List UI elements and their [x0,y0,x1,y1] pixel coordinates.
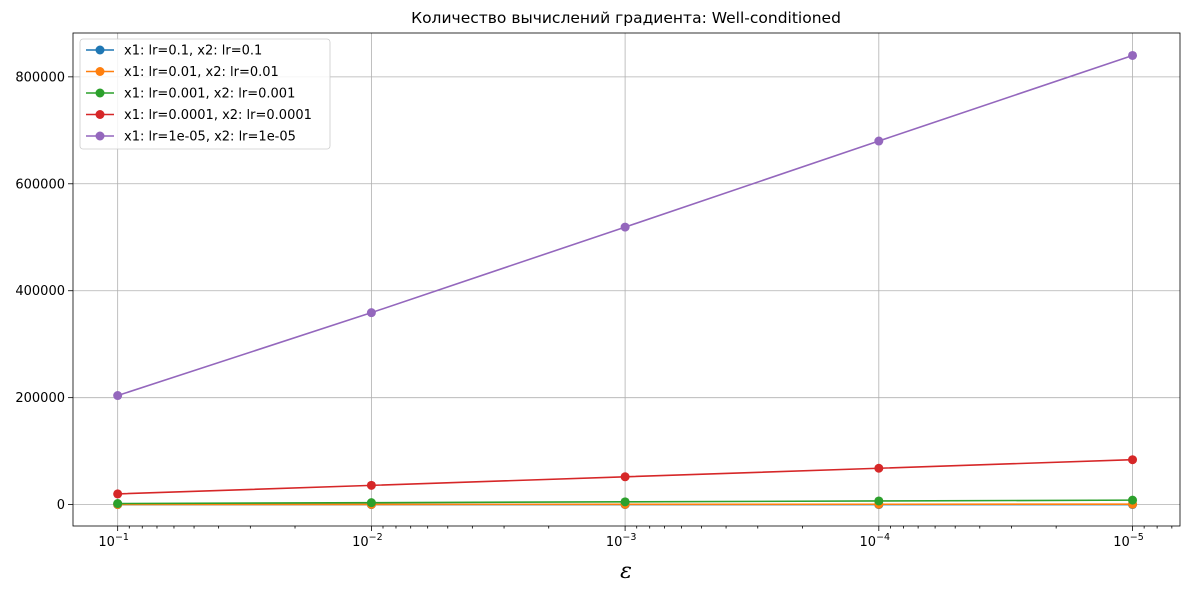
data-point [1128,50,1138,60]
series-layer [113,50,1138,510]
series-4 [113,455,1138,499]
legend-entry: x1: lr=0.1, x2: lr=0.1 [86,44,262,59]
legend-marker [95,45,105,55]
data-point [620,472,630,482]
legend-marker [95,110,105,119]
data-point [874,496,884,506]
data-point [874,136,884,146]
x-tick-label: 10−5 [1113,532,1144,550]
data-point [113,391,123,401]
legend-marker [95,131,105,141]
x-axis-label: ε [620,559,632,584]
legend-entry: x1: lr=0.0001, x2: lr=0.0001 [86,108,312,123]
y-tick-label: 0 [57,498,65,513]
series-5 [113,50,1138,401]
data-point [366,480,376,490]
legend-entry: x1: lr=0.001, x2: lr=0.001 [86,87,295,102]
x-tick-label: 10−1 [98,532,129,550]
legend-label: x1: lr=0.01, x2: lr=0.01 [124,65,279,80]
series-3 [113,495,1138,509]
legend-entry: x1: lr=0.01, x2: lr=0.01 [86,65,279,80]
plot-frame [72,32,1181,527]
legend-entry: x1: lr=1e-05, x2: lr=1e-05 [86,130,296,145]
x-tick-label: 10−3 [606,532,637,550]
data-point [113,499,123,509]
data-point [113,489,123,499]
legend-label: x1: lr=0.001, x2: lr=0.001 [124,87,295,102]
y-tick-label: 600000 [15,177,65,192]
legend: x1: lr=0.1, x2: lr=0.1 x1: lr=0.01, x2: l… [79,38,331,150]
data-point [366,498,376,508]
data-point [620,497,630,507]
legend-box [79,38,331,150]
data-point [1128,495,1138,505]
legend-marker [95,67,105,76]
data-point [620,222,630,232]
data-point [366,308,376,318]
legend-marker [95,88,105,98]
data-point [874,463,884,473]
x-tick-label: 10−2 [352,532,383,550]
y-tick-label: 800000 [15,70,65,85]
legend-label: x1: lr=0.1, x2: lr=0.1 [124,44,262,59]
x-tick-label: 10−4 [860,532,891,550]
y-tick-label: 400000 [15,284,65,299]
y-tick-label: 200000 [15,391,65,406]
chart-title: Количество вычислений градиента: Well-co… [411,9,841,27]
legend-label: x1: lr=0.0001, x2: lr=0.0001 [124,108,312,123]
data-point [1128,455,1138,465]
legend-label: x1: lr=1e-05, x2: lr=1e-05 [124,130,296,145]
